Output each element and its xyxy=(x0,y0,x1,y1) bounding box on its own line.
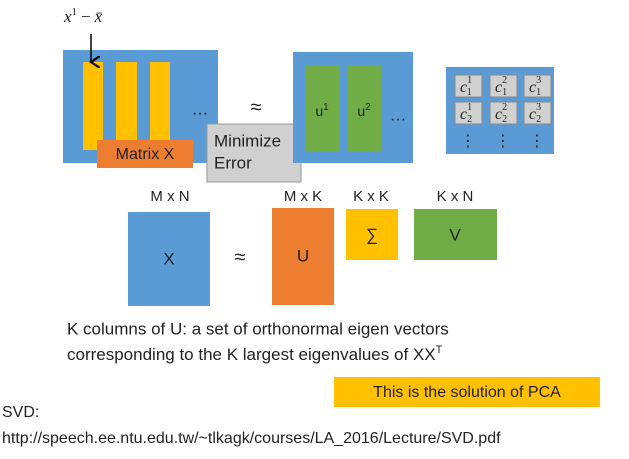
x-matrix xyxy=(128,212,210,306)
coefficient-cell xyxy=(523,74,552,98)
description-sup: T xyxy=(436,344,443,356)
ellipsis: … xyxy=(192,99,209,118)
matrix-label: U xyxy=(297,246,309,265)
coef-base: c xyxy=(460,106,467,123)
vdots: ⋮ xyxy=(529,133,545,150)
dimension-label: M x N xyxy=(150,188,189,205)
matrix-label: V xyxy=(449,225,461,244)
u-matrix xyxy=(272,208,334,305)
column-bar xyxy=(116,62,137,150)
coef-sup: 1 xyxy=(467,75,472,86)
column-bar xyxy=(150,62,170,150)
minimize-box xyxy=(206,123,302,183)
coefficient-cell xyxy=(489,74,518,98)
reference-url: http://speech.ee.ntu.edu.tw/~tlkagk/cour… xyxy=(2,430,501,447)
coef-sub: 2 xyxy=(467,114,472,125)
coef-sup: 3 xyxy=(536,75,541,86)
coef-sub: 1 xyxy=(536,87,541,98)
coef-sub: 1 xyxy=(467,87,472,98)
matrix-x-box xyxy=(97,140,193,168)
formula-x: x xyxy=(63,7,72,26)
minimize-label: Minimize xyxy=(214,131,281,150)
coefficient-cell xyxy=(489,101,518,125)
approx-sign: ≈ xyxy=(251,96,262,118)
highlight-box xyxy=(334,377,600,407)
v-matrix xyxy=(414,209,497,260)
u-bar xyxy=(305,65,340,152)
u-base: u xyxy=(315,103,323,119)
vdots: ⋮ xyxy=(460,133,476,150)
coef-sup: 3 xyxy=(536,102,541,113)
formula-sup: 1 xyxy=(72,6,78,18)
coefficient-cell xyxy=(523,101,552,125)
u-bar xyxy=(347,65,381,152)
coefficient: c3 1 xyxy=(529,75,541,98)
coef-base: c xyxy=(495,79,502,96)
matrix-label: X xyxy=(163,249,174,268)
dimension-label: K x N xyxy=(437,188,474,205)
u-sup: 1 xyxy=(323,102,329,113)
vdots: ⋮ xyxy=(495,133,511,150)
description-text: corresponding to the K largest eigenvalu… xyxy=(67,345,436,364)
formula-mean: x̄ xyxy=(94,7,103,26)
matrix-label: ∑ xyxy=(366,225,378,244)
description: K columns of U: a set of orthonormal eig… xyxy=(67,319,449,338)
coef-base: c xyxy=(495,106,502,123)
coef-base: c xyxy=(529,79,536,96)
u-base: u xyxy=(357,103,365,119)
approx-sign: ≈ xyxy=(235,246,246,268)
coef-sup: 2 xyxy=(502,75,507,86)
coefficient-cell xyxy=(454,74,483,98)
description: corresponding to the K largest eigenvalu… xyxy=(67,344,443,365)
coefficient: c1 2 xyxy=(460,102,472,125)
highlight-text: This is the solution of PCA xyxy=(373,384,561,401)
coef-base: c xyxy=(529,106,536,123)
coefficient: c2 1 xyxy=(495,75,507,98)
formula: x1− x̄ xyxy=(63,6,103,26)
matrix-x-label: Matrix X xyxy=(116,146,175,163)
column-bar xyxy=(83,62,103,150)
minimize-label: Error xyxy=(214,153,252,172)
coef-sub: 1 xyxy=(502,87,507,98)
coef-sup: 2 xyxy=(502,102,507,113)
coef-sub: 2 xyxy=(502,114,507,125)
coefficient: c1 1 xyxy=(460,75,472,98)
coef-sup: 1 xyxy=(467,102,472,113)
coef-sub: 2 xyxy=(536,114,541,125)
sigma-matrix xyxy=(346,209,398,260)
coefficient: c2 2 xyxy=(495,102,507,125)
formula-minus: − xyxy=(81,7,91,26)
coef-base: c xyxy=(460,79,467,96)
coefficient: c3 2 xyxy=(529,102,541,125)
u-label: u2 xyxy=(357,102,371,119)
reference-label: SVD: xyxy=(2,404,39,421)
ellipsis: … xyxy=(390,105,407,124)
dimension-label: M x K xyxy=(284,188,322,205)
u-label: u1 xyxy=(315,102,329,119)
coefficient-cell xyxy=(454,101,483,125)
dimension-label: K x K xyxy=(353,188,389,205)
u-sup: 2 xyxy=(365,102,371,113)
